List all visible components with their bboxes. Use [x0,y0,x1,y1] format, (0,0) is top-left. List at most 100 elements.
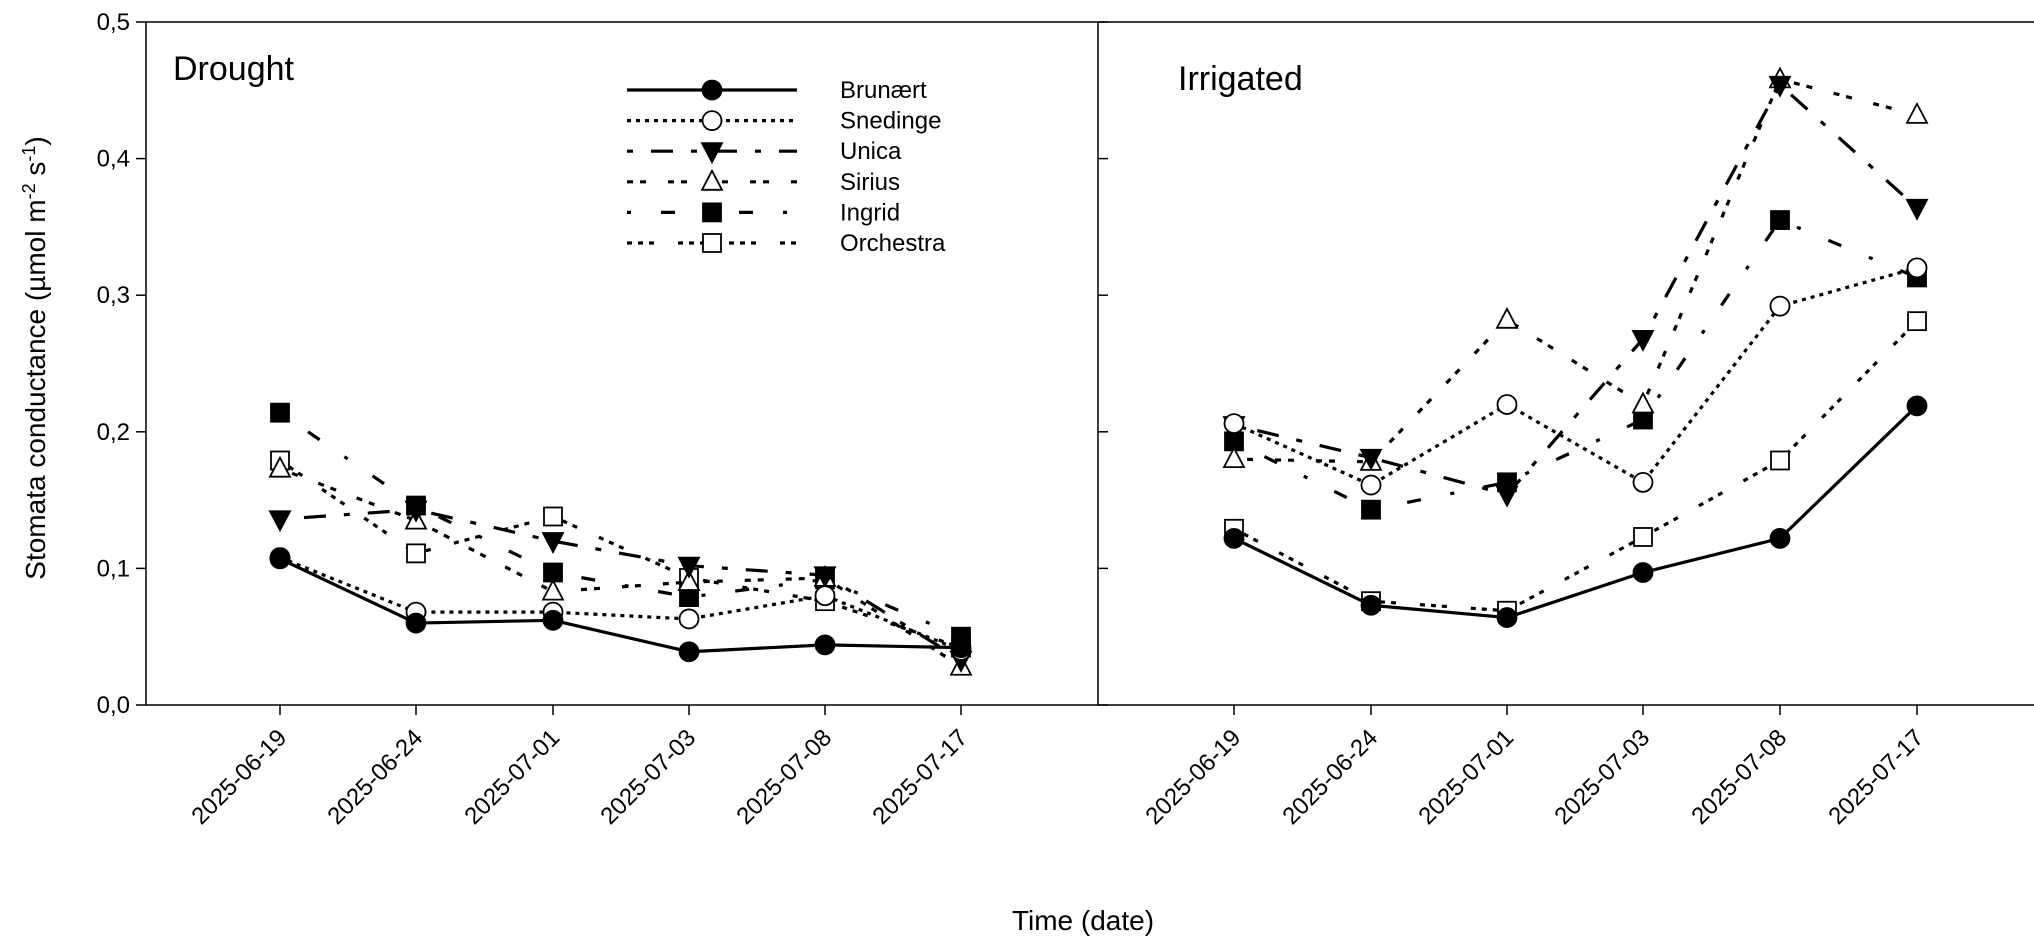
legend-swatch-marker [702,202,722,223]
data-point [1359,448,1383,471]
data-point [269,548,291,570]
data-point [1769,295,1791,317]
data-point [1905,101,1929,124]
legend-item-unica: Unica [627,138,902,165]
data-point [1360,474,1382,496]
legend-item-sirius: Sirius [627,169,900,196]
legend-swatch-marker [700,168,724,191]
data-point [1631,330,1655,352]
data-point [1360,594,1382,616]
legend-item-ingrid: Ingrid [627,199,900,226]
data-point [1361,499,1381,520]
x-tick-label: 2025-07-03 [595,724,701,830]
series-sirius [268,455,973,676]
series-ingrid [1224,210,1927,520]
panel-titles: Drought Irrigated [173,50,1303,98]
series-line [1233,320,1919,613]
legend-label: Brunært [840,77,927,104]
data-point [268,510,292,533]
data-point [1906,395,1928,417]
data-point [541,532,565,555]
series-line [279,508,962,662]
legend-swatch-marker [701,79,723,101]
data-point [1632,471,1654,493]
series-unica [1222,75,1929,508]
data-point [541,578,565,601]
series-line [279,411,962,639]
data-point [1633,527,1653,547]
plot-series [268,66,1929,676]
data-point [678,608,700,630]
y-axis: 0,0 0,1 0,2 0,3 0,4 0,5 [97,9,1108,719]
series-snedinge [1223,257,1928,496]
x-tick-label: 2025-07-17 [1823,724,1929,830]
x-tick-label: 2025-06-24 [322,724,428,830]
legend-label: Sirius [840,169,900,196]
data-point [1632,562,1654,583]
x-tick-label: 2025-07-08 [1686,724,1792,830]
legend-swatch-marker [701,110,723,131]
panel-drought [268,402,973,676]
y-tick-label: 0,2 [97,419,130,446]
data-point [406,543,426,564]
data-point [1223,413,1245,435]
data-point [814,634,836,656]
plot-frame [145,21,2034,706]
data-point [1770,450,1790,471]
series-sirius [1222,66,1929,471]
series-line [279,459,962,650]
series-line [1233,218,1918,512]
x-tick-label: 2025-07-08 [731,724,837,830]
series-line [1233,83,1919,497]
legend-swatch-marker [702,233,722,253]
y-tick-label: 0,1 [97,555,130,582]
data-point [543,506,563,527]
legend-swatch-marker [700,142,724,165]
x-tick-label: 2025-07-03 [1549,724,1655,830]
y-tick-label: 0,3 [97,282,130,309]
data-point [270,402,290,423]
data-point [1496,394,1518,415]
data-point [1495,485,1519,508]
x-tick-label: 2025-06-19 [1140,724,1246,830]
legend: Brunært Snedinge Unica Sirius Ingrid Orchestr… [627,77,946,257]
data-point [1768,75,1792,98]
data-point [404,500,428,523]
x-axis-title: Time (date) [1012,905,1154,936]
y-tick-label: 0,4 [97,146,130,173]
y-axis-title: Stomata conductance (µmol m-2 s-1) [19,136,51,579]
panel-title: Irrigated [1178,60,1303,98]
legend-item-snedinge: Snedinge [627,108,941,135]
y-tick-label: 0,0 [97,692,130,719]
x-tick-label: 2025-06-24 [1277,724,1383,830]
panel-title: Drought [173,50,295,88]
series-line [279,555,962,652]
data-point [1222,446,1246,469]
series-brunaert [269,548,972,663]
data-point [268,455,292,478]
series-brunaert [1223,395,1928,628]
x-tick-label: 2025-06-19 [186,724,292,830]
x-tick-label: 2025-07-01 [459,724,565,830]
data-point [677,569,701,591]
x-axis: 2025-06-19 2025-06-24 2025-07-01 2025-07-03… [186,705,1929,830]
data-point [1769,527,1791,549]
series-line [1233,77,1918,464]
series-line [279,557,962,654]
legend-label: Orchestra [840,230,946,257]
legend-item-brunaert: Brunært [627,77,927,104]
data-point [1770,210,1790,230]
data-point [1496,607,1518,628]
data-point [1495,306,1519,329]
series-orchestra [1224,311,1927,621]
data-point [1905,198,1929,221]
y-tick-label: 0,5 [97,9,130,36]
legend-label: Ingrid [840,199,900,226]
data-point [1223,527,1245,549]
legend-item-orchestra: Orchestra [627,230,946,257]
x-tick-label: 2025-07-01 [1413,724,1519,830]
legend-label: Unica [840,138,902,165]
series-line [1233,266,1918,487]
x-tick-label: 2025-07-17 [867,724,973,830]
